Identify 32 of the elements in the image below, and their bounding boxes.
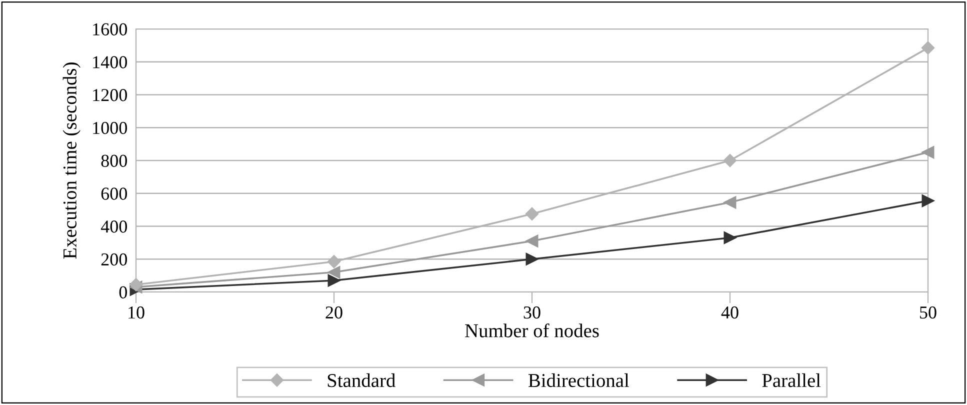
legend-label: Bidirectional (528, 373, 630, 388)
point (327, 255, 341, 268)
y-tick-label: 0 (119, 286, 127, 298)
y-tick-label: 1600 (93, 23, 127, 36)
y-tick-label: 600 (101, 188, 127, 200)
legend-label: Parallel (762, 373, 821, 388)
x-tick-label: 20 (326, 306, 342, 319)
x-tick-label: 30 (524, 306, 540, 319)
point (526, 252, 538, 266)
point (724, 196, 736, 209)
point (921, 41, 935, 54)
y-tick-label: 1200 (93, 89, 127, 102)
y-tick-label: 1000 (93, 122, 127, 134)
x-axis-title: Number of nodes (465, 323, 599, 338)
point (724, 232, 736, 244)
point (129, 278, 143, 292)
point (723, 154, 737, 168)
point (525, 207, 539, 221)
legend-label: Standard (328, 373, 396, 388)
point (922, 194, 934, 208)
point (328, 266, 340, 279)
y-tick-label: 1400 (93, 56, 127, 68)
point (526, 234, 538, 248)
y-tick-label: 200 (101, 253, 127, 266)
x-tick-label: 50 (920, 306, 936, 319)
point (922, 146, 934, 159)
y-tick-label: 800 (101, 154, 127, 167)
y-tick-label: 400 (100, 220, 127, 233)
y-axis-title: Execution time (seconds) (62, 62, 80, 259)
x-tick-label: 10 (128, 306, 144, 319)
point (328, 274, 340, 287)
x-tick-label: 40 (721, 306, 738, 319)
